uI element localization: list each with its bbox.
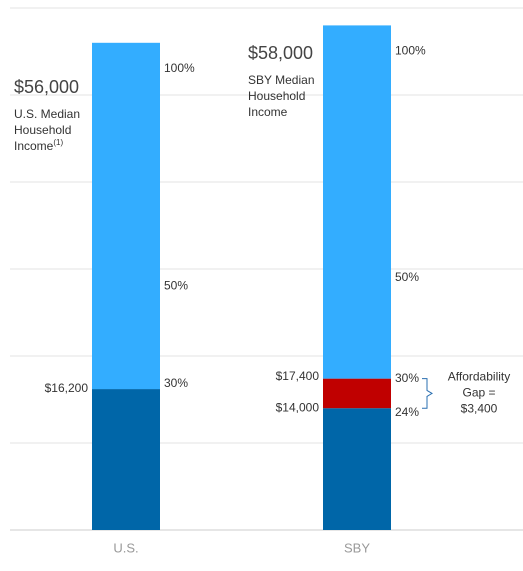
percent-label: 24% — [395, 405, 419, 419]
percent-label: 30% — [395, 371, 419, 385]
total-label: $58,000 — [248, 43, 313, 63]
caption-line: Income — [248, 105, 288, 119]
caption-line: Income(1) — [14, 138, 63, 153]
x-tick-label: U.S. — [113, 540, 138, 555]
caption-line: U.S. Median — [14, 107, 80, 121]
gap-top-label: $17,400 — [276, 369, 320, 383]
bar-segment — [323, 408, 391, 530]
percent-label: 100% — [395, 44, 426, 58]
caption-line: Household — [248, 89, 305, 103]
gap-bracket — [422, 378, 433, 409]
gap-text: Gap = — [462, 386, 495, 400]
gap-text: $3,400 — [461, 402, 498, 416]
bar-segment — [92, 42, 160, 390]
value-label: $14,000 — [276, 400, 320, 414]
total-label: $56,000 — [14, 77, 79, 97]
gap-text: Affordability — [448, 370, 510, 384]
x-tick-label: SBY — [344, 540, 370, 555]
caption-line: Household — [14, 123, 71, 137]
percent-label: 30% — [164, 376, 188, 390]
bar-segment — [323, 378, 391, 409]
percent-label: 100% — [164, 61, 195, 75]
footnote: (1) — [53, 138, 63, 147]
percent-label: 50% — [164, 279, 188, 293]
bar-segment — [92, 389, 160, 530]
bar-segment — [323, 25, 391, 379]
percent-label: 50% — [395, 270, 419, 284]
caption-line: SBY Median — [248, 73, 315, 87]
value-label: $16,200 — [45, 381, 89, 395]
